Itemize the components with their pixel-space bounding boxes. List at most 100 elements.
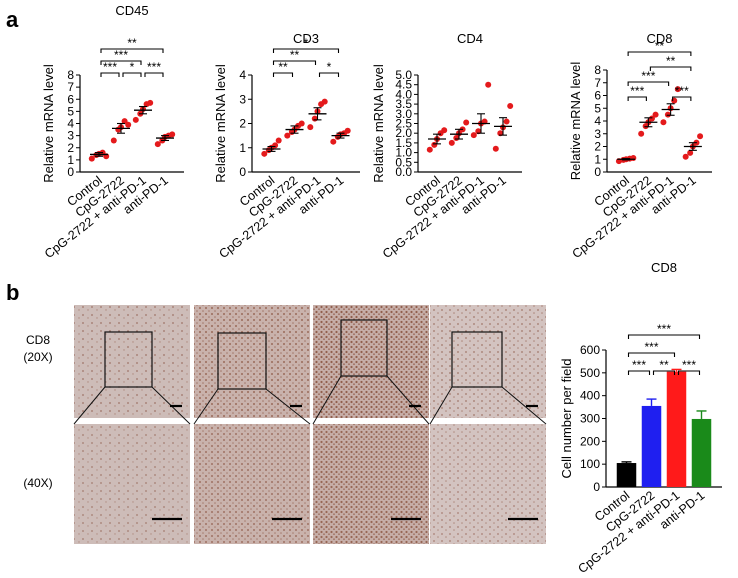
- data-point: [687, 149, 694, 156]
- significance-label: **: [127, 36, 137, 50]
- significance-bracket: [122, 72, 142, 77]
- y-tick-label: 0: [239, 165, 246, 179]
- data-point: [275, 137, 282, 144]
- micrograph-40x-stain: [194, 424, 310, 544]
- zoom-connector: [501, 386, 547, 425]
- significance-bracket: [652, 370, 676, 375]
- chart-title: CD45: [115, 3, 148, 18]
- y-tick-label: 2: [67, 141, 74, 155]
- row-label-cd8: CD8: [26, 333, 50, 347]
- data-point: [652, 111, 659, 118]
- zoom-box: [104, 331, 153, 388]
- data-point: [284, 132, 291, 139]
- y-tick-label: 0.5: [395, 155, 412, 169]
- data-point: [638, 130, 645, 137]
- significance-label: **: [290, 48, 300, 62]
- micrograph-20x-stain: [430, 305, 546, 418]
- y-tick-label: 7: [594, 76, 601, 90]
- y-tick-label: 6: [67, 92, 74, 106]
- y-tick-label: 6: [594, 89, 601, 103]
- significance-label: *: [327, 60, 332, 74]
- data-point: [307, 124, 314, 131]
- significance-bracket: [627, 81, 670, 86]
- y-tick-label: 1.0: [395, 146, 412, 160]
- y-tick-label: 3: [239, 92, 246, 106]
- y-tick-label: 0.0: [395, 165, 412, 179]
- data-point: [132, 116, 139, 123]
- significance-label: *: [304, 36, 309, 50]
- significance-bracket: [144, 72, 164, 77]
- chart-title: CD8: [651, 260, 677, 275]
- y-tick-label: 4.5: [395, 78, 412, 92]
- chart-title: CD3: [293, 31, 319, 46]
- data-point: [431, 141, 438, 148]
- y-axis-label: Relative mRNA level: [371, 64, 386, 183]
- data-point: [492, 145, 499, 152]
- significance-label: ***: [630, 84, 644, 98]
- y-tick-label: 8: [67, 68, 74, 82]
- significance-label: **: [659, 358, 669, 372]
- significance-label: ***: [147, 60, 161, 74]
- data-point: [470, 132, 477, 139]
- significance-bracket: [627, 370, 651, 375]
- y-tick-label: 400: [580, 389, 600, 403]
- row-label-40x: (40X): [23, 476, 52, 490]
- y-tick-label: 2: [239, 117, 246, 131]
- data-point: [272, 142, 279, 149]
- micrograph-40x-stain: [313, 424, 429, 544]
- significance-label: ***: [644, 340, 658, 354]
- y-tick-label: 5: [594, 101, 601, 115]
- data-point: [448, 139, 455, 146]
- significance-bracket: [672, 96, 692, 101]
- y-axis-label: Relative mRNA level: [41, 64, 56, 183]
- data-point: [503, 118, 510, 125]
- significance-bracket: [272, 60, 317, 65]
- zoom-connector: [265, 388, 311, 425]
- significance-label: ***: [657, 322, 671, 336]
- micrograph-20x-stain: [194, 305, 310, 418]
- significance-label: **: [666, 54, 676, 68]
- cd4-chart: CD4 0.00.51.01.52.02.53.03.54.04.55.0 Rela…: [371, 31, 522, 261]
- y-tick-label: 500: [580, 366, 600, 380]
- zoom-connector: [73, 386, 106, 425]
- zoom-connector: [312, 375, 342, 425]
- data-point: [630, 154, 637, 161]
- data-point: [298, 120, 305, 127]
- row-label-20x: (20X): [23, 350, 52, 364]
- zoom-box: [340, 319, 388, 377]
- y-tick-label: 4.0: [395, 87, 412, 101]
- significance-label: ***: [675, 84, 689, 98]
- significance-label: ***: [632, 358, 646, 372]
- zoom-connector: [386, 375, 430, 425]
- significance-label: *: [130, 60, 135, 74]
- y-tick-label: 3.5: [395, 97, 412, 111]
- significance-bracket: [627, 96, 647, 101]
- significance-label: **: [655, 39, 665, 53]
- y-tick-label: 1: [67, 153, 74, 167]
- y-tick-label: 100: [580, 457, 600, 471]
- significance-bracket: [649, 66, 692, 71]
- y-tick-label: 4: [67, 117, 74, 131]
- zoom-box: [217, 332, 267, 390]
- significance-label: ***: [114, 48, 128, 62]
- y-tick-label: 8: [594, 63, 601, 77]
- y-tick-label: 5: [67, 104, 74, 118]
- data-point: [169, 131, 176, 138]
- bar: [641, 405, 662, 487]
- micrograph-20x-stain: [313, 305, 429, 418]
- y-tick-label: 200: [580, 434, 600, 448]
- panel-label-b: b: [6, 280, 19, 305]
- data-point: [261, 150, 268, 157]
- significance-bracket: [677, 370, 701, 375]
- y-tick-label: 2: [594, 140, 601, 154]
- y-tick-label: 600: [580, 343, 600, 357]
- data-point: [330, 138, 337, 145]
- chart-title: CD4: [457, 31, 483, 46]
- chart-title: CD8: [646, 31, 672, 46]
- micrograph-40x-stain: [430, 424, 546, 544]
- y-tick-label: 1.5: [395, 136, 412, 150]
- significance-label: ***: [103, 60, 117, 74]
- y-tick-label: 0: [594, 165, 601, 179]
